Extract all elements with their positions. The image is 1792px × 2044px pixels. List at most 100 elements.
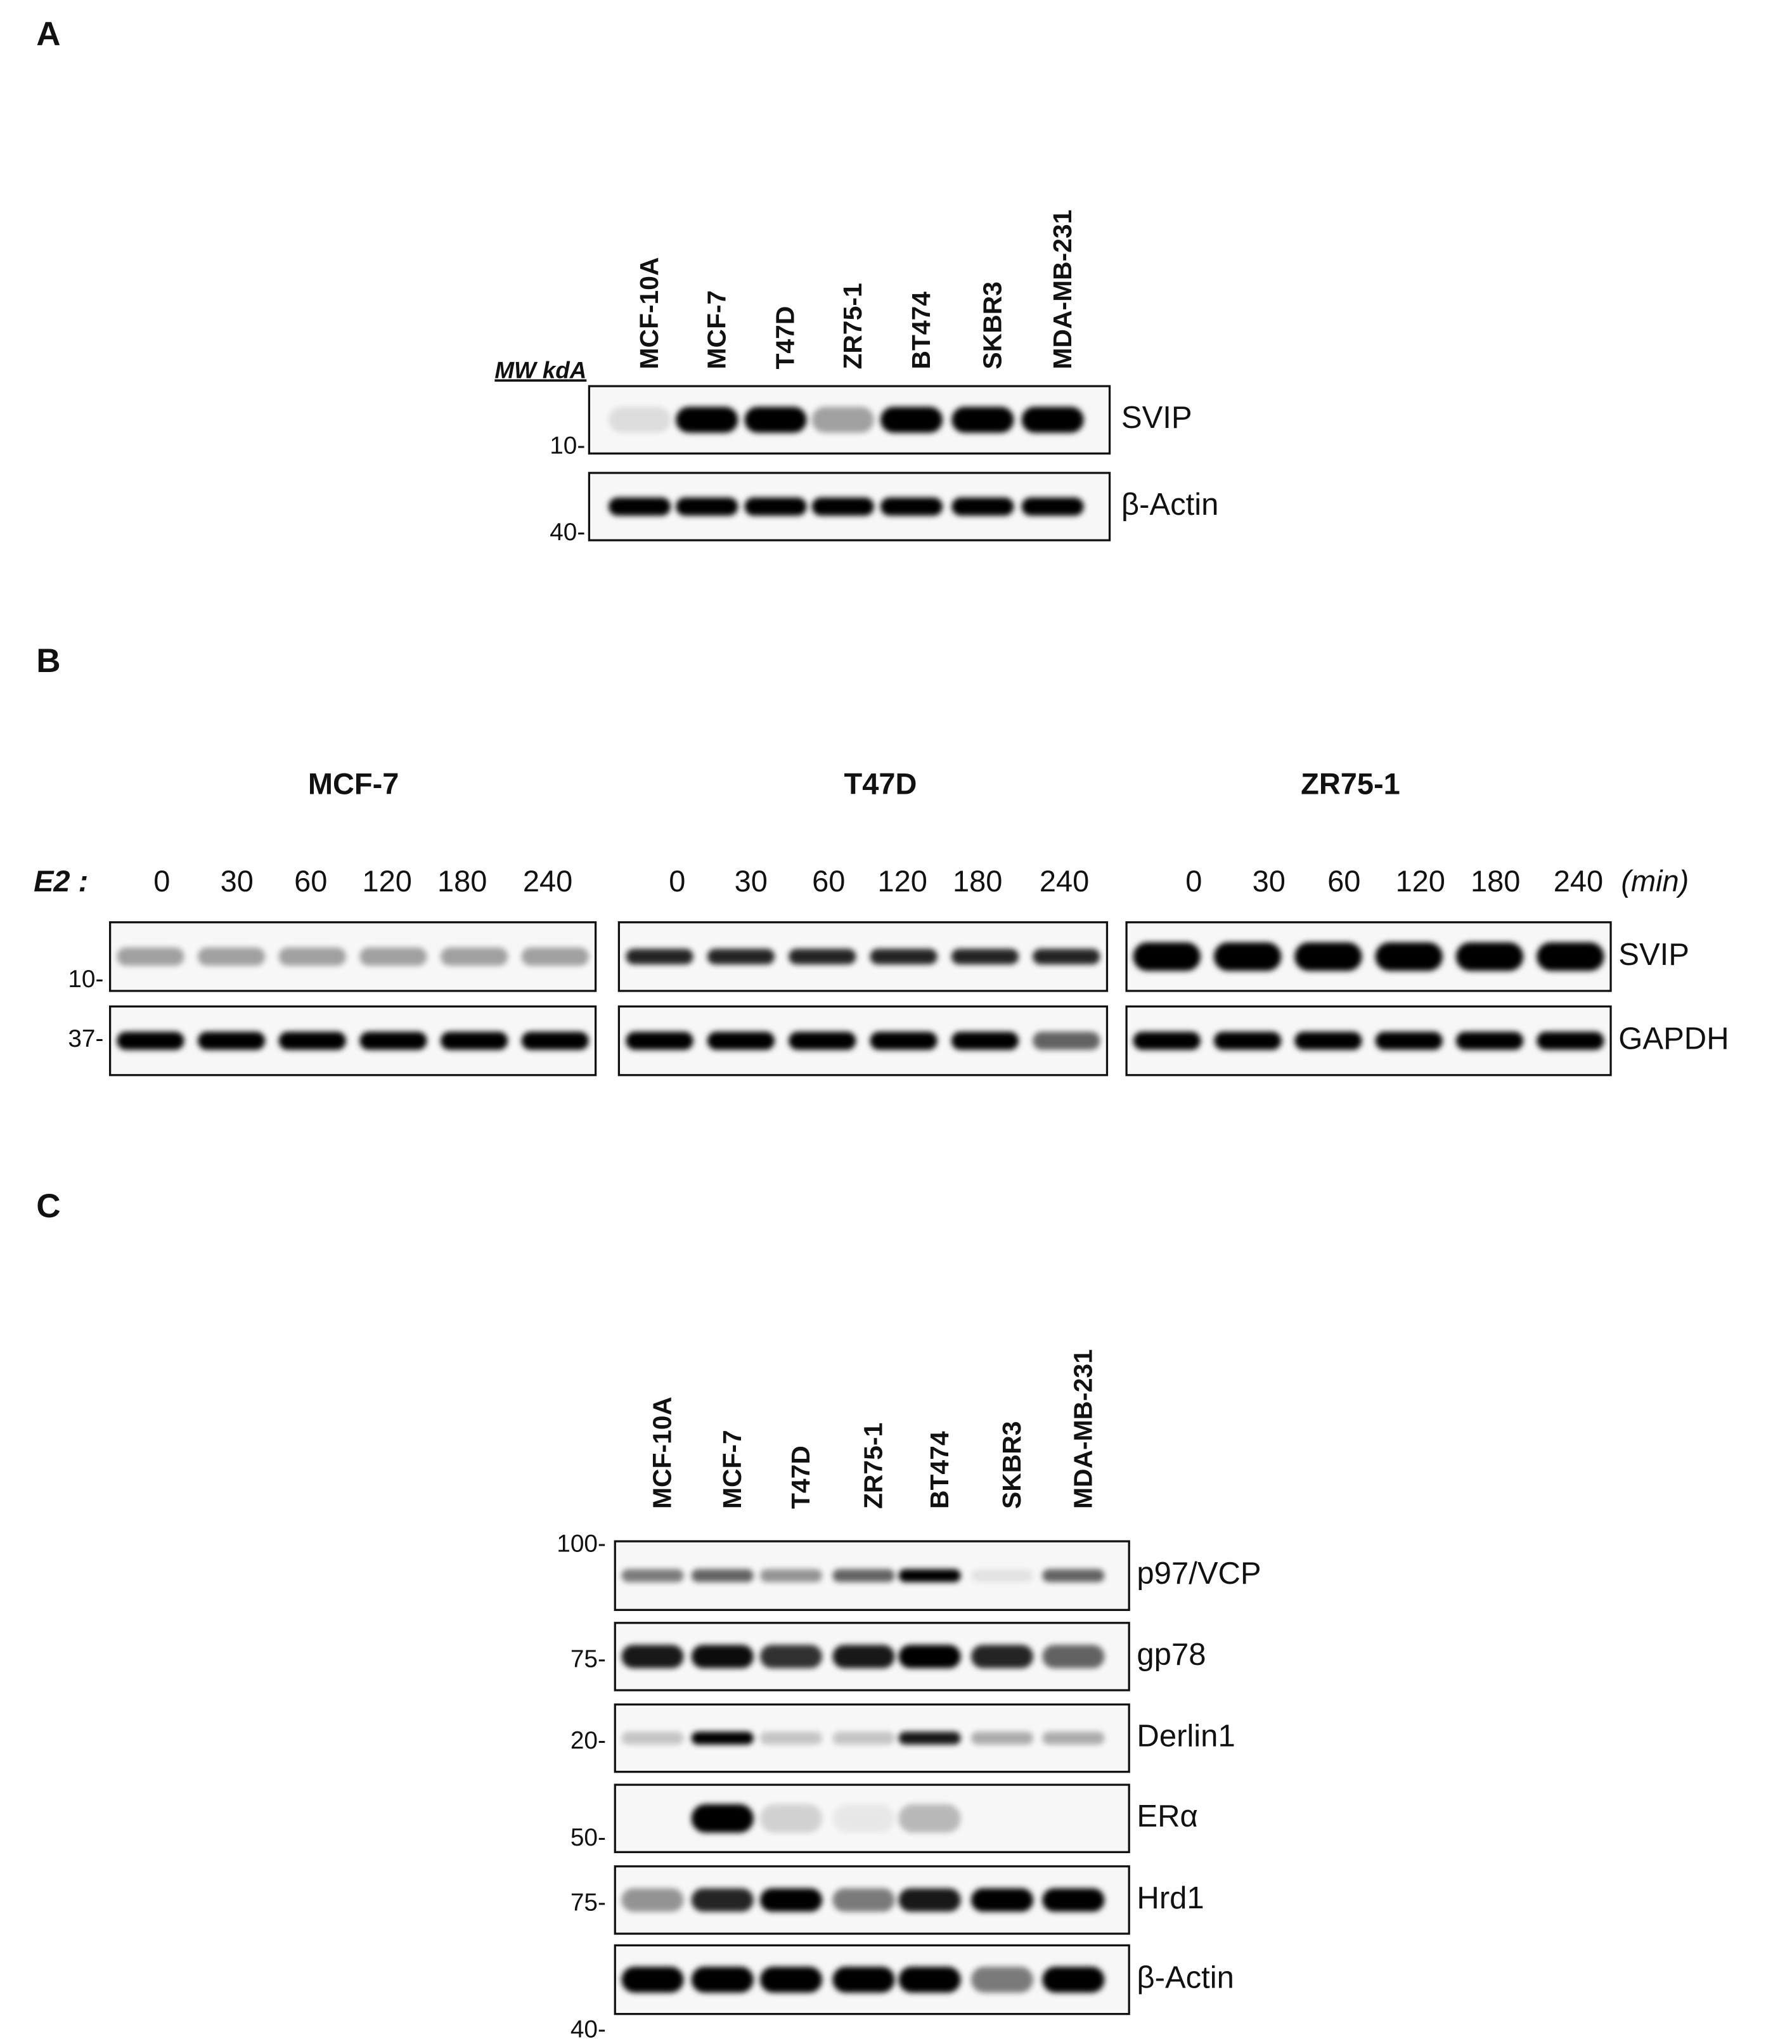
band [1294, 942, 1362, 971]
group-title: T47D [844, 767, 917, 801]
band [970, 1731, 1034, 1745]
timepoint-label: 240 [1554, 864, 1603, 898]
band [898, 1645, 961, 1669]
band [1133, 942, 1201, 971]
band [951, 406, 1014, 433]
lane-label: T47D [771, 306, 800, 370]
band [626, 1032, 693, 1050]
band [970, 1967, 1034, 1993]
timepoint-label: 0 [669, 864, 685, 898]
mw-label: 100- [557, 1530, 606, 1557]
lane-label: MCF-10A [635, 257, 664, 370]
lane-label: MCF-10A [648, 1397, 677, 1509]
lane-label: BT474 [906, 292, 936, 370]
band [1033, 948, 1100, 965]
band [1213, 942, 1282, 971]
mw-label: 40- [570, 2015, 606, 2043]
mw-label: 10- [550, 432, 585, 459]
band [1455, 1032, 1524, 1050]
timepoint-label: 60 [294, 864, 327, 898]
timepoint-label: 120 [1396, 864, 1445, 898]
band [970, 1888, 1034, 1912]
band [278, 1032, 346, 1050]
band [1021, 406, 1084, 433]
timepoint-label: 180 [953, 864, 1002, 898]
panel-label: A [36, 16, 60, 53]
band [691, 1569, 754, 1582]
lane-label: BT474 [925, 1431, 954, 1509]
timepoint-label: 120 [878, 864, 927, 898]
band [898, 1888, 961, 1912]
panel-label: B [36, 642, 60, 680]
band [760, 1645, 823, 1669]
band [198, 947, 266, 966]
band [626, 948, 693, 965]
band [707, 948, 775, 965]
band [811, 497, 874, 516]
protein-label: β-Actin [1121, 488, 1219, 522]
band [691, 1731, 754, 1745]
band [1455, 942, 1524, 971]
protein-label: SVIP [1618, 938, 1689, 972]
timepoint-label: 30 [735, 864, 768, 898]
timepoint-label: 60 [1327, 864, 1360, 898]
band [1033, 1032, 1100, 1050]
timepoint-label: 30 [221, 864, 254, 898]
band [359, 947, 427, 966]
band [1375, 1032, 1443, 1050]
band [676, 406, 738, 433]
band [898, 1569, 961, 1582]
band [951, 948, 1019, 965]
band [880, 497, 943, 516]
band [832, 1645, 895, 1669]
band [970, 1569, 1034, 1582]
band [609, 497, 671, 516]
band [970, 1645, 1034, 1669]
lane-label: MCF-7 [718, 1430, 747, 1509]
band [832, 1967, 895, 1993]
band [621, 1967, 684, 1993]
band [1042, 1569, 1105, 1582]
lane-label: SKBR3 [978, 281, 1007, 369]
lane-label: T47D [786, 1446, 815, 1509]
timepoint-label: 180 [1471, 864, 1520, 898]
band [951, 1032, 1019, 1050]
band [278, 947, 346, 966]
mw-label: 10- [68, 966, 103, 993]
band [621, 1888, 684, 1912]
band [1537, 942, 1604, 971]
band [760, 1967, 823, 1993]
band [898, 1731, 961, 1745]
band [1133, 1032, 1201, 1050]
mw-label: 50- [570, 1824, 606, 1851]
band [1042, 1645, 1105, 1669]
protein-label: p97/VCP [1137, 1556, 1261, 1591]
band [621, 1569, 684, 1582]
protein-label: SVIP [1121, 401, 1192, 435]
band [691, 1888, 754, 1912]
band [744, 497, 807, 516]
band [691, 1804, 754, 1833]
band [117, 1032, 184, 1050]
lane-label: SKBR3 [997, 1421, 1026, 1509]
blot-frame [108, 921, 597, 992]
band [870, 948, 938, 965]
band [521, 947, 589, 966]
timepoint-label: 30 [1253, 864, 1286, 898]
unit-label: (min) [1621, 864, 1689, 898]
timepoint-label: 60 [812, 864, 845, 898]
band [359, 1032, 427, 1050]
band [1294, 1032, 1362, 1050]
timepoint-label: 0 [1185, 864, 1202, 898]
treatment-label: E2 : [34, 864, 88, 898]
band [1042, 1731, 1105, 1745]
band [832, 1804, 895, 1833]
band [832, 1888, 895, 1912]
timepoint-label: 180 [437, 864, 487, 898]
band [1375, 942, 1443, 971]
lane-label: MDA-MB-231 [1069, 1349, 1098, 1509]
band [870, 1032, 938, 1050]
mw-label: 40- [550, 519, 585, 546]
